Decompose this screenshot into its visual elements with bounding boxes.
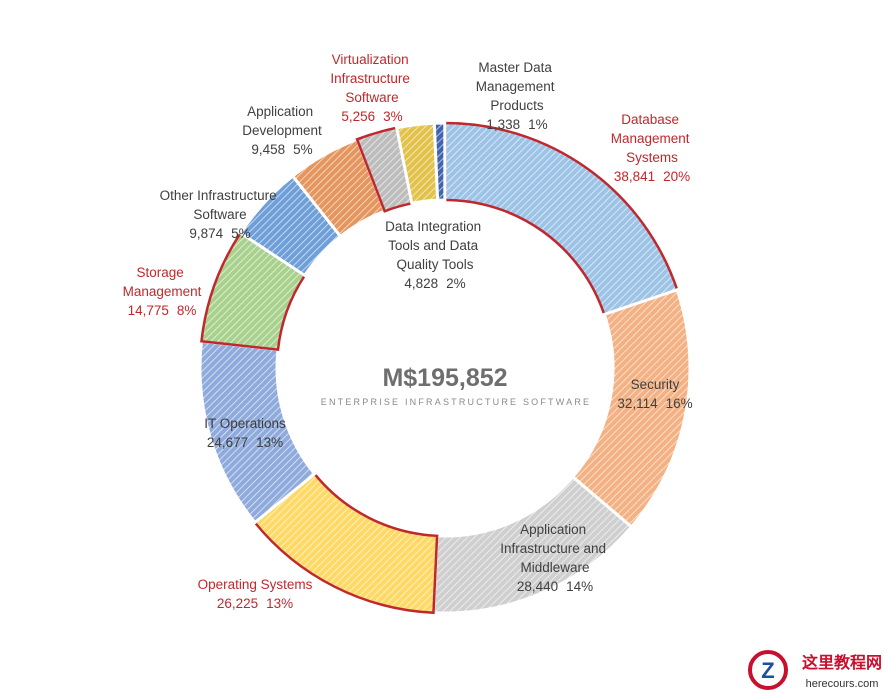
value-label: 4,828 (404, 276, 438, 291)
percent-label: 13% (256, 435, 283, 450)
percent-label: 3% (383, 109, 403, 124)
percent-label: 5% (293, 142, 313, 157)
labels: Database Management Systems 38,841 20% Secu… (123, 52, 694, 611)
value-label: 26,225 (217, 596, 258, 611)
donut-slice (432, 121, 447, 202)
watermark-url: herecours.com (806, 678, 879, 690)
slices (198, 121, 692, 615)
center-subtitle: ENTERPRISE INFRASTRUCTURE SOFTWARE (321, 397, 591, 407)
value-label: 9,874 (189, 226, 223, 241)
watermark-logo-letter: Z (761, 658, 774, 683)
slice-label: Master Data Management Products (476, 60, 559, 113)
value-label: 14,775 (128, 303, 169, 318)
slice-label: Database Management Systems (611, 112, 694, 165)
value-label: 38,841 (614, 169, 655, 184)
watermark: Z 这里教程网 herecours.com (748, 650, 882, 690)
slice-label: Storage Management (123, 265, 202, 299)
slice-label: IT Operations (204, 416, 286, 431)
value-label: 28,440 (517, 579, 558, 594)
value-label: 5,256 (341, 109, 375, 124)
value-label: 1,338 (486, 117, 520, 132)
value-label: 9,458 (251, 142, 285, 157)
percent-label: 20% (663, 169, 690, 184)
percent-label: 14% (566, 579, 593, 594)
slice-label: Virtualization Infrastructure Software (330, 52, 413, 105)
percent-label: 2% (446, 276, 466, 291)
slice-label: Application Infrastructure and Middlewar… (500, 522, 610, 575)
slice-label: Data Integration Tools and Data Quality … (385, 219, 485, 272)
percent-label: 16% (666, 396, 693, 411)
center-label: M$195,852 (382, 364, 507, 392)
percent-label: 5% (231, 226, 251, 241)
percent-label: 1% (528, 117, 548, 132)
slice-label: Operating Systems (198, 577, 313, 592)
watermark-title: 这里教程网 (802, 653, 882, 672)
percent-label: 8% (177, 303, 197, 318)
slice-label: Application Development (242, 104, 322, 138)
percent-label: 13% (266, 596, 293, 611)
value-label: 24,677 (207, 435, 248, 450)
value-label: 32,114 (617, 396, 658, 411)
watermark-logo (748, 650, 788, 690)
slice-label: Security (631, 377, 680, 392)
slice-label: Other Infrastructure Software (160, 188, 281, 222)
